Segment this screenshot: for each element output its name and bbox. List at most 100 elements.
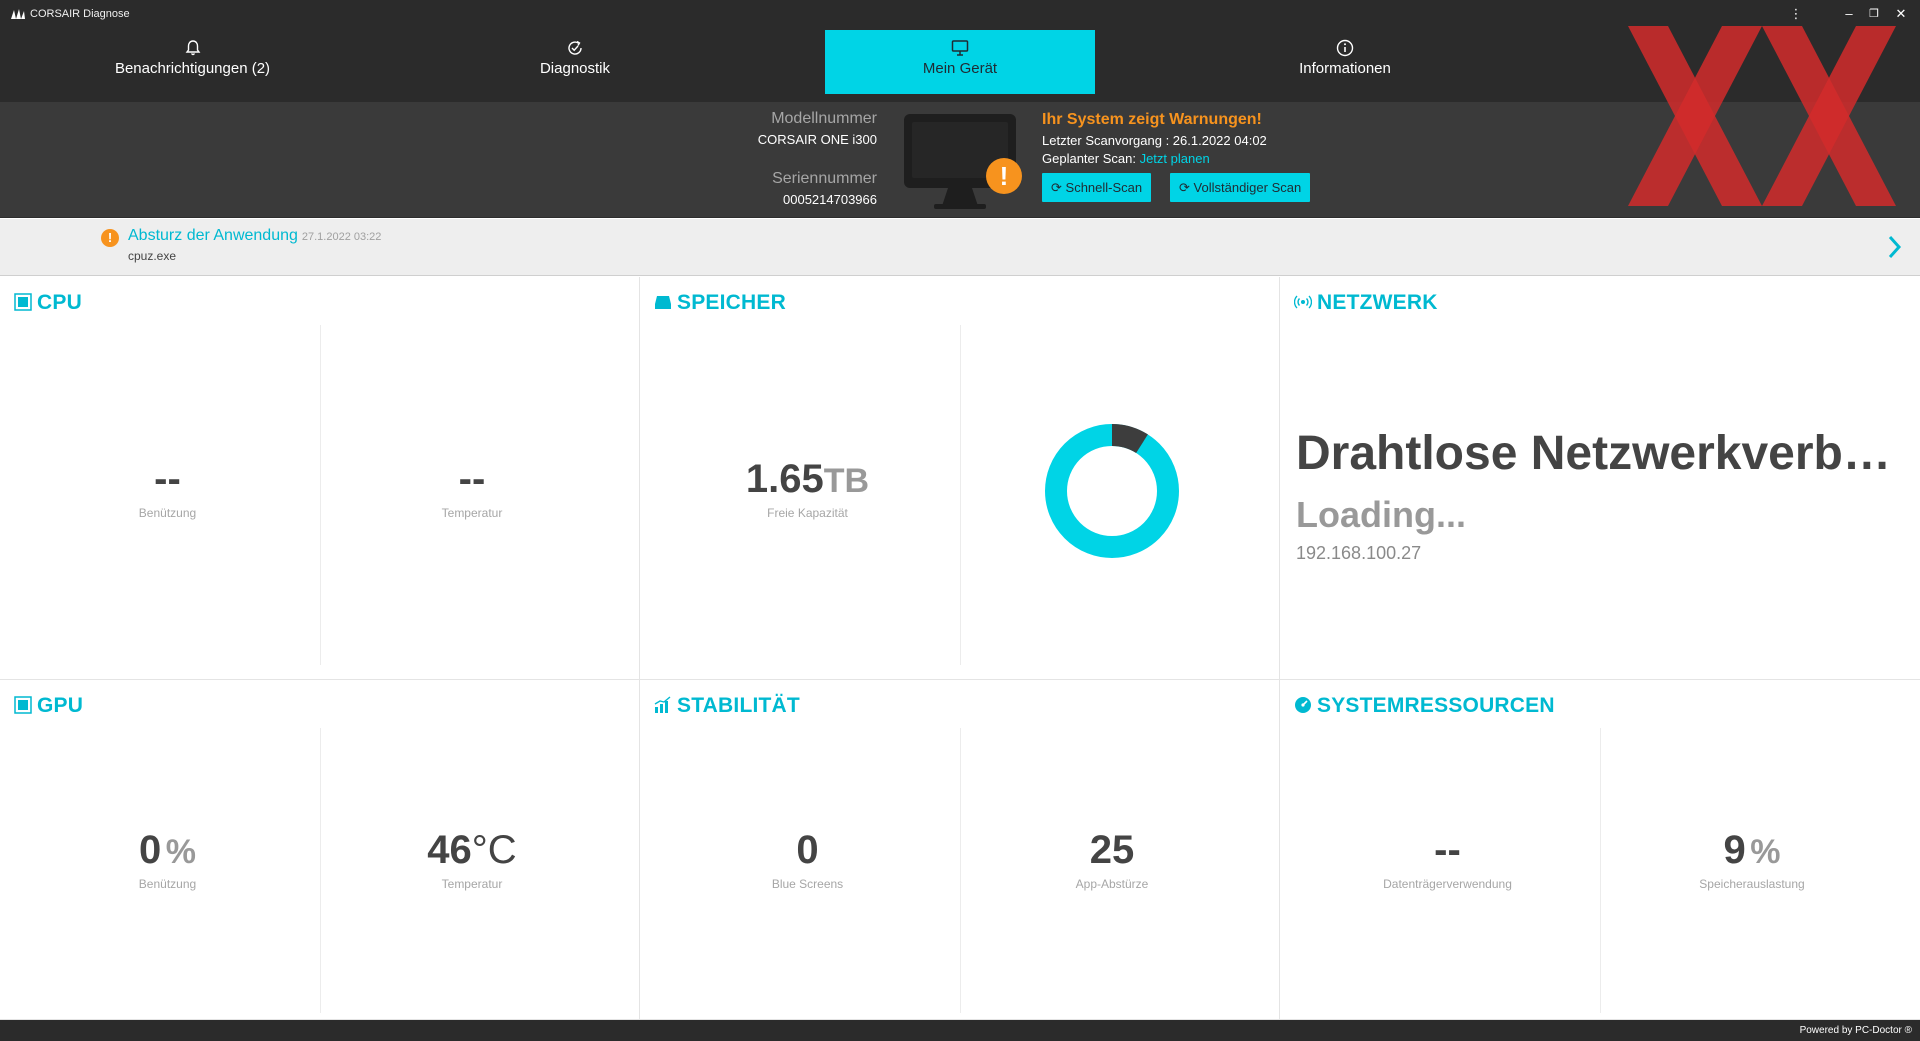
close-button[interactable]: ✕ xyxy=(1895,6,1907,21)
cpu-temperature-value: -- xyxy=(458,457,486,501)
cpu-title: CPU xyxy=(14,291,82,315)
notification-subtitle: cpuz.exe xyxy=(128,249,177,263)
gpu-temperature-label: Temperatur xyxy=(441,877,503,891)
storage-free-value: 1.65 xyxy=(745,457,824,501)
tab-diagnostics-label: Diagnostik xyxy=(539,60,611,77)
network-status: Loading... xyxy=(1296,494,1466,535)
app-crashes: 25 App-Abstürze xyxy=(960,828,1264,891)
quick-scan-label: Schnell-Scan xyxy=(1065,180,1143,195)
bell-icon xyxy=(185,40,200,56)
network-title-text: NETZWERK xyxy=(1317,291,1438,314)
chip-icon xyxy=(14,696,32,714)
main-navigation: Benachrichtigungen (2) Diagnostik Mein G… xyxy=(0,28,1920,102)
divider xyxy=(320,728,321,1013)
tab-information[interactable]: Informationen xyxy=(1220,30,1470,94)
minimize-button[interactable]: – xyxy=(1845,6,1853,21)
donut-used-segment xyxy=(1111,424,1148,454)
window-menu-button[interactable]: ⋮ xyxy=(1789,6,1803,21)
gpu-panel: GPU 0 % Benützung 46°C Temperatur xyxy=(0,680,640,1020)
system-resources-title: SYSTEMRESSOURCEN xyxy=(1294,694,1555,718)
disk-usage-value: -- xyxy=(1434,828,1461,872)
system-resources-panel: SYSTEMRESSOURCEN -- Datenträgerverwendun… xyxy=(1280,680,1920,1020)
schedule-now-link[interactable]: Jetzt planen xyxy=(1139,151,1210,166)
full-scan-label: Vollständiger Scan xyxy=(1193,180,1302,195)
network-connection-name: Drahtlose Netzwerkverbindung xyxy=(1296,427,1896,480)
gpu-temperature: 46°C Temperatur xyxy=(320,828,624,891)
refresh-icon: ⟳ xyxy=(1051,180,1062,195)
stability-panel: STABILITÄT 0 Blue Screens 25 App-Abstürz… xyxy=(640,680,1280,1020)
serial-number-label: Seriennummer xyxy=(772,170,877,187)
stability-title-text: STABILITÄT xyxy=(677,694,800,717)
disk-usage: -- Datenträgerverwendung xyxy=(1280,828,1615,891)
full-scan-button[interactable]: ⟳ Vollständiger Scan xyxy=(1170,173,1311,202)
app-title: CORSAIR Diagnose xyxy=(30,8,130,20)
cpu-usage-value: -- xyxy=(154,457,181,501)
storage-free: 1.65TB Freie Kapazität xyxy=(640,457,975,520)
refresh-icon: ⟳ xyxy=(1179,180,1190,195)
gpu-temperature-value: 46 xyxy=(427,828,472,872)
network-panel: NETZWERK xyxy=(1280,277,1920,680)
divider xyxy=(960,728,961,1013)
memory-usage-label: Speicherauslastung xyxy=(1699,877,1805,891)
storage-donut-chart xyxy=(1045,424,1179,558)
cpu-temperature-label: Temperatur xyxy=(441,506,503,520)
network-title: NETZWERK xyxy=(1294,291,1438,315)
divider xyxy=(960,325,961,665)
tab-my-device[interactable]: Mein Gerät xyxy=(825,30,1095,94)
gpu-usage-label: Benützung xyxy=(138,877,197,891)
model-number-label: Modellnummer xyxy=(771,110,877,127)
cpu-title-text: CPU xyxy=(37,291,82,314)
tab-information-label: Informationen xyxy=(1299,60,1391,77)
divider xyxy=(1600,728,1601,1013)
tab-diagnostics[interactable]: Diagnostik xyxy=(450,30,700,94)
tab-notifications[interactable]: Benachrichtigungen (2) xyxy=(45,30,340,94)
network-ip-address: 192.168.100.27 xyxy=(1296,543,1422,563)
storage-panel: SPEICHER 1.65TB Freie Kapazität xyxy=(640,277,1280,680)
donut-free-ring xyxy=(1045,424,1179,558)
planned-scan-row: Geplanter Scan: Jetzt planen xyxy=(1042,151,1210,166)
gpu-title: GPU xyxy=(14,694,83,718)
notification-bar[interactable]: ! Absturz der Anwendung 27.1.2022 03:22 c… xyxy=(0,219,1920,276)
storage-free-label: Freie Kapazität xyxy=(767,506,848,520)
device-monitor-icon xyxy=(904,114,1016,209)
blue-screens: 0 Blue Screens xyxy=(640,828,975,891)
cpu-temperature: -- Temperatur xyxy=(320,457,624,520)
divider xyxy=(320,325,321,665)
monitor-icon xyxy=(951,40,969,56)
notification-time: 27.1.2022 03:22 xyxy=(301,231,382,243)
footer-credit: Powered by PC-Doctor ® xyxy=(1799,1025,1912,1036)
cpu-usage: -- Benützung xyxy=(0,457,335,520)
gpu-title-text: GPU xyxy=(37,694,84,717)
bar-chart-icon xyxy=(654,696,671,713)
storage-free-unit: TB xyxy=(823,462,870,500)
gpu-usage: 0 % Benützung xyxy=(0,828,335,891)
memory-usage: 9 % Speicherauslastung xyxy=(1600,828,1904,891)
diagnostics-icon xyxy=(568,40,582,55)
title-bar: CORSAIR Diagnose ⋮ – ❐ ✕ xyxy=(0,0,1920,28)
device-info-header: Modellnummer CORSAIR ONE i300 Seriennumm… xyxy=(0,102,1920,218)
memory-usage-unit: % xyxy=(1750,833,1781,871)
cpu-panel: CPU -- Benützung -- Temperatur xyxy=(0,277,640,680)
warning-badge-icon: ! xyxy=(986,158,1022,194)
notification-title-row: Absturz der Anwendung 27.1.2022 03:22 xyxy=(128,227,381,245)
model-number-value: CORSAIR ONE i300 xyxy=(757,132,877,147)
gauge-icon xyxy=(1295,697,1311,713)
blue-screens-value: 0 xyxy=(796,828,819,872)
warning-title: Ihr System zeigt Warnungen! xyxy=(1042,111,1262,128)
footer: Powered by PC-Doctor ® xyxy=(0,1020,1920,1041)
gpu-usage-value: 0 xyxy=(139,828,162,872)
gpu-temperature-unit: °C xyxy=(471,828,517,872)
app-crashes-value: 25 xyxy=(1089,828,1135,872)
chevron-right-icon[interactable] xyxy=(1886,233,1904,261)
tab-notifications-label: Benachrichtigungen (2) xyxy=(114,60,271,77)
wireless-icon xyxy=(1294,295,1312,309)
storage-title: SPEICHER xyxy=(654,291,786,315)
device-ids: Modellnummer CORSAIR ONE i300 Seriennumm… xyxy=(600,102,877,218)
cpu-usage-label: Benützung xyxy=(138,506,197,520)
app-crashes-label: App-Abstürze xyxy=(1075,877,1149,891)
restore-button[interactable]: ❐ xyxy=(1869,8,1879,20)
last-scan-text: Letzter Scanvorgang : 26.1.2022 04:02 xyxy=(1042,133,1267,148)
stability-title: STABILITÄT xyxy=(654,694,800,718)
quick-scan-button[interactable]: ⟳ Schnell-Scan xyxy=(1042,173,1152,202)
serial-number-value: 0005214703966 xyxy=(783,192,877,207)
